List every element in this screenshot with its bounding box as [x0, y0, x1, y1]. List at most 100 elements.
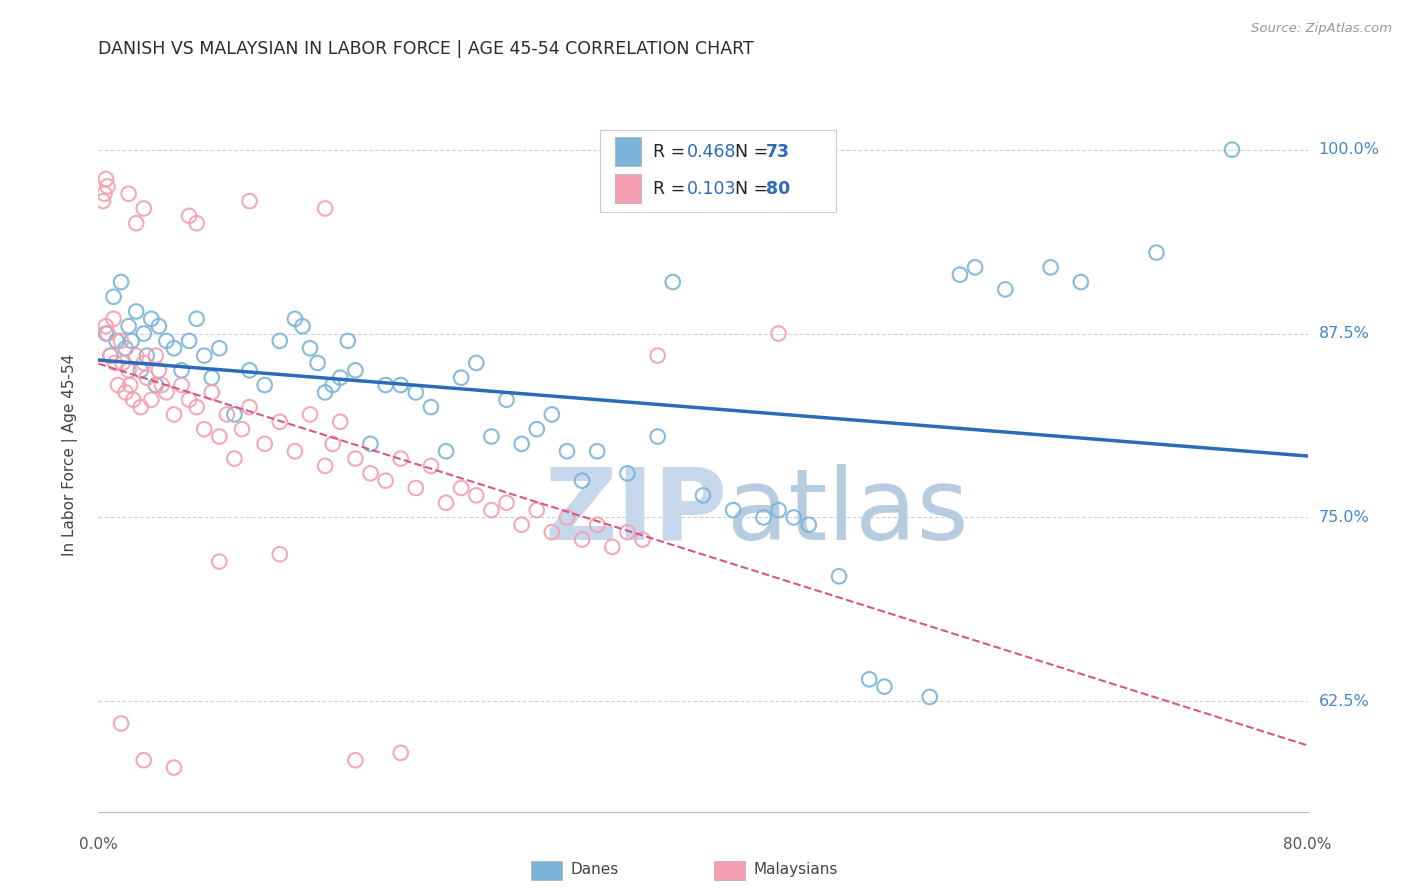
Text: N =: N = [724, 180, 773, 198]
Point [122, 392, 145, 407]
Point [949, 268, 972, 282]
Point [555, 510, 578, 524]
Point [111, 356, 134, 370]
Point [994, 282, 1017, 296]
Point [329, 370, 352, 384]
Point [118, 319, 141, 334]
Point [110, 275, 132, 289]
Point [1039, 260, 1062, 275]
Point [201, 370, 224, 384]
Point [661, 275, 683, 289]
Point [1144, 245, 1167, 260]
Point [481, 503, 503, 517]
Point [752, 510, 775, 524]
Point [360, 467, 382, 481]
Point [344, 363, 367, 377]
Point [322, 378, 344, 392]
Point [170, 363, 193, 377]
Point [155, 385, 177, 400]
Point [100, 349, 122, 363]
Point [107, 378, 129, 392]
Bar [614, 137, 641, 166]
Point [768, 326, 790, 341]
Point [125, 304, 148, 318]
Text: R =: R = [654, 143, 692, 161]
Point [616, 467, 638, 481]
Point [858, 673, 880, 687]
Text: ZIP: ZIP [544, 464, 727, 560]
Point [114, 341, 136, 355]
Point [465, 356, 488, 370]
Point [405, 385, 427, 400]
Point [1220, 143, 1243, 157]
Point [201, 385, 224, 400]
Point [314, 458, 336, 473]
Point [322, 437, 344, 451]
Point [336, 334, 359, 348]
Point [118, 363, 141, 377]
Text: N =: N = [724, 143, 773, 161]
Point [555, 444, 578, 458]
Point [132, 326, 155, 341]
Point [148, 319, 170, 334]
Point [918, 690, 941, 704]
FancyBboxPatch shape [600, 130, 837, 212]
Point [782, 510, 804, 524]
Point [465, 488, 488, 502]
Text: Source: ZipAtlas.com: Source: ZipAtlas.com [1251, 22, 1392, 36]
Point [389, 746, 412, 760]
Point [224, 451, 246, 466]
Point [179, 209, 201, 223]
Point [170, 378, 193, 392]
Point [253, 378, 276, 392]
Point [692, 488, 714, 502]
Point [96, 179, 118, 194]
Point [299, 341, 322, 355]
Point [299, 408, 322, 422]
Point [284, 311, 307, 326]
Point [450, 370, 472, 384]
Point [586, 444, 609, 458]
Point [405, 481, 427, 495]
Point [571, 533, 593, 547]
Text: 0.468: 0.468 [688, 143, 737, 161]
Point [307, 356, 329, 370]
Point [450, 481, 472, 495]
Point [103, 290, 125, 304]
Point [132, 753, 155, 767]
Point [208, 555, 231, 569]
Point [239, 194, 262, 208]
Point [526, 422, 548, 436]
Point [1070, 275, 1092, 289]
Point [723, 503, 745, 517]
Point [314, 202, 336, 216]
Point [239, 400, 262, 414]
Point [186, 400, 208, 414]
Point [94, 172, 117, 186]
Point [132, 202, 155, 216]
Text: 75.0%: 75.0% [1319, 510, 1369, 525]
Point [104, 356, 127, 370]
Point [269, 334, 291, 348]
Point [186, 311, 208, 326]
Point [239, 363, 262, 377]
Point [121, 334, 143, 348]
Point [374, 474, 396, 488]
Point [224, 408, 246, 422]
Point [125, 349, 148, 363]
Point [797, 517, 820, 532]
Text: Danes: Danes [571, 863, 619, 877]
Point [344, 753, 367, 767]
Text: Malaysians: Malaysians [754, 863, 838, 877]
Point [374, 378, 396, 392]
Point [125, 216, 148, 230]
Point [314, 385, 336, 400]
Point [155, 334, 177, 348]
Point [510, 437, 533, 451]
Point [100, 349, 122, 363]
Point [105, 334, 128, 348]
Point [94, 326, 117, 341]
Point [96, 326, 118, 341]
Point [145, 349, 167, 363]
Y-axis label: In Labor Force | Age 45-54: In Labor Force | Age 45-54 [62, 354, 77, 556]
